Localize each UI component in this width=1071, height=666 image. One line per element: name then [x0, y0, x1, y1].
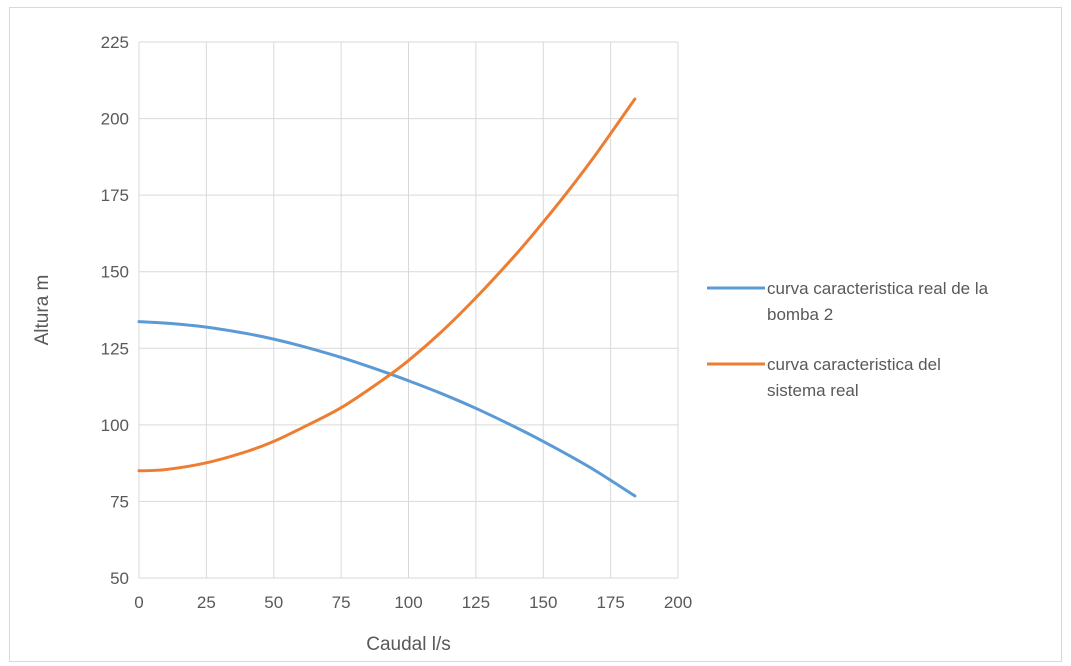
tick-labels: 0 25 50 75 100 125 150 175 200 50 75 100 125 150 175 20…: [101, 33, 693, 612]
chart-frame: 0 25 50 75 100 125 150 175 200 50 75 100 125 150 175 20…: [9, 7, 1062, 662]
legend-label-2: curva caracteristica del sistema real: [767, 355, 941, 400]
line-chart: 0 25 50 75 100 125 150 175 200 50 75 100 125 150 175 20…: [32, 33, 989, 655]
series-lines: [137, 97, 637, 498]
x-tick-label: 25: [197, 593, 216, 612]
x-tick-label: 125: [462, 593, 490, 612]
x-tick-label: 150: [529, 593, 557, 612]
y-tick-label: 50: [110, 569, 129, 588]
y-tick-label: 200: [101, 110, 129, 129]
y-tick-label: 175: [101, 186, 129, 205]
y-tick-label: 225: [101, 33, 129, 52]
y-tick-label: 75: [110, 492, 129, 511]
y-tick-label: 150: [101, 263, 129, 282]
y-axis-title: Altura m: [32, 275, 53, 346]
gridlines: [138, 41, 679, 579]
x-tick-label: 100: [394, 593, 422, 612]
series-line-1: [137, 320, 637, 498]
series-line-2: [137, 97, 637, 473]
x-axis-title: Caudal l/s: [366, 634, 451, 655]
x-tick-label: 200: [664, 593, 692, 612]
legend: curva caracteristica real de la bomba 2 cu…: [707, 279, 989, 400]
y-tick-label: 125: [101, 339, 129, 358]
x-tick-label: 75: [332, 593, 351, 612]
legend-label-1: curva caracteristica real de la bomba 2: [767, 279, 989, 324]
x-tick-label: 0: [134, 593, 143, 612]
x-tick-label: 50: [264, 593, 283, 612]
y-tick-label: 100: [101, 416, 129, 435]
x-tick-label: 175: [596, 593, 624, 612]
